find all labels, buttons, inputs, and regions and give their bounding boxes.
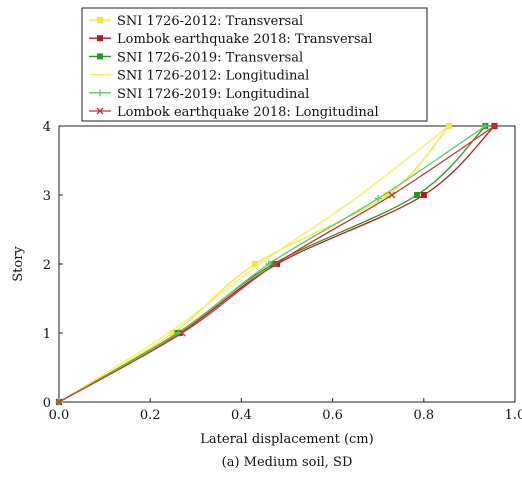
y-tick-label: 2: [43, 258, 51, 273]
x-tick-label: 0.0: [49, 408, 70, 423]
figure-caption: (a) Medium soil, SD: [222, 455, 353, 470]
plot-frame: [58, 125, 516, 403]
data-point: [388, 191, 396, 199]
axis-ticks: 0.0 0.2 0.4 0.6 0.8 1.0 0 1 2 3 4: [43, 120, 522, 423]
series-1: [56, 123, 452, 405]
legend-marker: [97, 53, 103, 60]
y-axis-title: Story: [11, 246, 26, 282]
series-line: [58, 125, 450, 403]
data-point: [170, 330, 176, 336]
legend-label: Lombok earthquake 2018: Transversal: [117, 32, 372, 47]
legend-marker: [96, 107, 104, 115]
data-point: [55, 398, 63, 406]
legend-item: Lombok earthquake 2018: Longitudinal: [89, 105, 379, 120]
series-6: [55, 122, 498, 406]
data-point: [252, 261, 259, 267]
legend-item: SNI 1726-2012: Longitudinal: [89, 69, 309, 84]
y-tick-label: 3: [43, 189, 51, 204]
data-point: [265, 260, 273, 268]
series-line: [58, 125, 495, 403]
data-point: [178, 329, 186, 337]
series-5: [55, 122, 489, 406]
y-tick-label: 0: [43, 396, 51, 411]
data-point: [420, 192, 427, 198]
legend-label: Lombok earthquake 2018: Longitudinal: [117, 105, 379, 120]
y-tick-label: 1: [43, 327, 51, 342]
legend-item: SNI 1726-2019: Transversal: [89, 50, 303, 65]
data-point: [270, 261, 277, 267]
x-tick-label: 0.4: [231, 408, 252, 423]
y-tick-label: 4: [43, 120, 51, 135]
legend-marker: [96, 89, 104, 97]
data-point: [273, 261, 280, 267]
legend-item: SNI 1726-2012: Transversal: [89, 14, 303, 29]
legend-label: SNI 1726-2019: Transversal: [117, 50, 303, 65]
legend-box: [81, 7, 428, 122]
data-point: [384, 192, 391, 198]
legend: SNI 1726-2012: Transversal Lombok earthqu…: [81, 7, 428, 122]
x-tick-label: 1.0: [505, 408, 522, 423]
legend-label: SNI 1726-2012: Longitudinal: [117, 69, 309, 84]
legend-marker: [97, 17, 103, 23]
x-tick-label: 0.8: [413, 408, 434, 423]
data-point: [481, 122, 489, 130]
legend-label: SNI 1726-2019: Longitudinal: [117, 87, 309, 102]
legend-marker: [97, 35, 103, 42]
legend-item: SNI 1726-2019: Longitudinal: [89, 87, 309, 102]
series-4: [58, 125, 450, 403]
legend-label: SNI 1726-2012: Transversal: [117, 14, 303, 29]
series-layer: [55, 122, 498, 406]
data-point: [491, 122, 498, 130]
data-point: [413, 192, 420, 198]
data-point: [374, 194, 382, 202]
x-tick-label: 0.2: [140, 408, 161, 423]
x-tick-label: 0.6: [322, 408, 343, 423]
x-axis-title: Lateral displacement (cm): [200, 432, 373, 447]
data-point: [272, 260, 280, 268]
legend-item: Lombok earthquake 2018: Transversal: [89, 32, 372, 47]
